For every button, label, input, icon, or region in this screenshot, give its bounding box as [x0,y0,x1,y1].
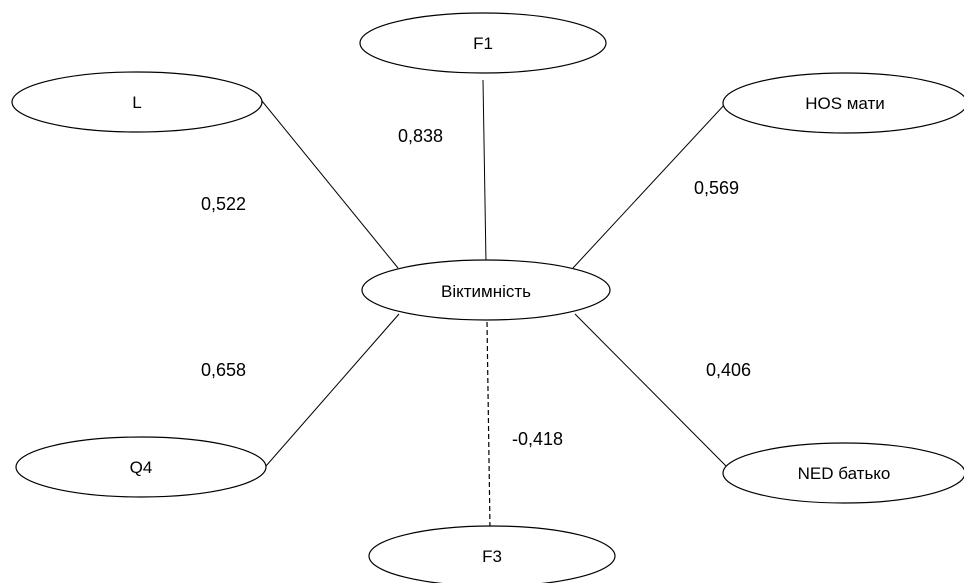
node-hos-label: HOS мати [805,94,885,113]
node-f3: F3 [368,525,616,583]
node-center: Віктимність [361,259,611,321]
edge-ned [574,313,727,467]
edge-q4 [265,313,400,467]
node-ned: NED батько [722,442,964,504]
edge-l [261,100,399,269]
node-l-label: L [132,93,141,112]
edge-l-weight: 0,522 [201,194,246,214]
node-f3-label: F3 [482,547,502,566]
node-hos: HOS мати [722,72,964,134]
edge-f1-weight: 0,838 [398,126,443,146]
node-center-label: Віктимність [441,282,531,301]
edge-f1 [482,79,487,264]
node-q4-label: Q4 [130,458,153,477]
edge-f3 [486,321,491,529]
node-f1-label: F1 [473,34,493,53]
edge-hos-weight: 0,569 [694,178,739,198]
node-q4: Q4 [15,436,267,498]
node-ned-label: NED батько [798,464,891,483]
edge-hos [572,102,727,269]
edge-f3-weight: -0,418 [512,429,563,449]
edge-q4-weight: 0,658 [201,360,246,380]
edge-ned-weight: 0,406 [706,360,751,380]
node-f1: F1 [359,12,607,74]
node-l: L [11,71,263,133]
